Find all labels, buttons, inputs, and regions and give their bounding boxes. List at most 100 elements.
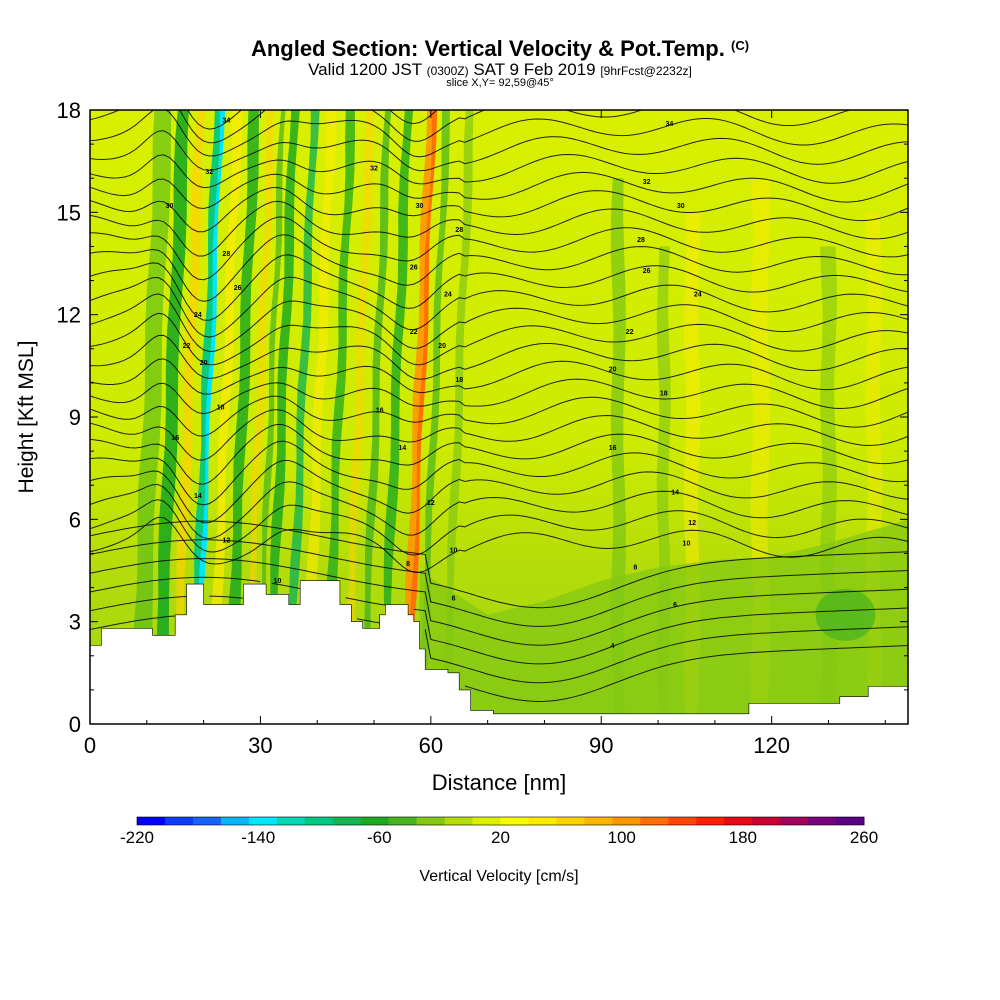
colorbar-swatch [388, 817, 418, 825]
colorbar-swatch [248, 817, 278, 825]
isotherm-label: 8 [406, 561, 410, 568]
isotherm-label: 26 [643, 268, 651, 275]
isotherm-line [90, 499, 908, 556]
isotherm-label: 12 [688, 520, 696, 527]
isotherm-label: 30 [677, 203, 685, 210]
isotherm-label: 20 [438, 343, 446, 350]
isotherm-label: 20 [200, 360, 208, 367]
y-tick-label: 3 [69, 610, 81, 635]
velocity-streak [211, 110, 243, 605]
slice-info: slice X,Y= 92,59@45° [446, 77, 554, 89]
isotherm-label: 22 [410, 329, 418, 336]
isotherm-label: 30 [166, 203, 174, 210]
y-tick-label: 12 [57, 303, 81, 328]
isotherm-label: 32 [643, 179, 651, 186]
colorbar-tick-label: -60 [367, 828, 392, 847]
valid-zulu: (0300Z) [426, 64, 469, 78]
colorbar-swatch [752, 817, 781, 825]
isotherm-label: 10 [274, 578, 282, 585]
colorbar-tick-label: 180 [729, 828, 757, 847]
isotherm-label: 14 [399, 445, 407, 452]
colorbar-swatch [640, 817, 669, 825]
chart-title: Angled Section: Vertical Velocity & Pot.… [0, 36, 1000, 62]
isotherm-label: 26 [234, 285, 242, 292]
colorbar-swatch [360, 817, 390, 825]
title-main: Angled Section: Vertical Velocity & Pot.… [250, 36, 725, 61]
colorbar-swatch [304, 817, 334, 825]
valid-time: Valid 1200 JST [308, 60, 422, 79]
isotherm-label: 16 [171, 435, 179, 442]
y-tick-label: 0 [69, 712, 81, 737]
velocity-streak [289, 110, 320, 605]
y-tick-label: 9 [69, 405, 81, 430]
isotherm-label: 34 [666, 121, 674, 128]
forecast-info: [9hrFcst@2232z] [600, 64, 692, 78]
velocity-streak [419, 110, 450, 670]
isotherm-label: 10 [450, 548, 458, 555]
velocity-streak [409, 110, 438, 622]
colorbar-swatch [276, 817, 306, 825]
isotherm-line [90, 520, 908, 609]
x-tick-label: 60 [419, 733, 443, 758]
isotherm-label: 6 [673, 602, 677, 609]
chart-subtitle: Valid 1200 JST (0300Z) SAT 9 Feb 2019 [9… [0, 60, 1000, 80]
x-axis-label: Distance [nm] [432, 770, 567, 795]
colorbar-swatch [472, 817, 501, 825]
colorbar-tick-label: 260 [850, 828, 878, 847]
valid-date: SAT 9 Feb 2019 [473, 60, 596, 79]
colorbar-label: Vertical Velocity [cm/s] [419, 868, 578, 885]
isotherm-line [90, 615, 908, 703]
isotherm-label: 28 [222, 251, 230, 258]
isotherm-line [90, 576, 908, 665]
colorbar-tick-label: 20 [491, 828, 510, 847]
colorbar-tick-label: 100 [608, 828, 636, 847]
isotherm-label: 14 [671, 490, 679, 497]
isotherm-line [90, 293, 908, 353]
velocity-streak [326, 110, 355, 581]
isotherm-label: 10 [683, 541, 691, 548]
colorbar-swatch [192, 817, 222, 825]
colorbar-swatch [808, 817, 837, 825]
isotherm-line [90, 216, 908, 281]
colorbar-swatch [584, 817, 613, 825]
isotherm-line [90, 395, 908, 437]
isotherm-label: 14 [194, 493, 202, 500]
isotherm-line [90, 595, 908, 684]
velocity-streak [346, 110, 374, 622]
x-tick-label: 30 [248, 733, 272, 758]
downdraft-core [815, 588, 876, 641]
isotherm-label: 4 [611, 643, 615, 650]
colorbar-swatch [528, 817, 557, 825]
colorbar-swatch [668, 817, 697, 825]
isotherm-label: 24 [194, 312, 202, 319]
colorbar-swatch [696, 817, 725, 825]
isotherm-line [90, 558, 908, 646]
velocity-streak [270, 110, 300, 595]
isotherm-label: 24 [444, 292, 452, 299]
colorbar-swatch [416, 817, 446, 825]
velocity-streak [305, 110, 337, 581]
title-unit: (C) [731, 38, 750, 53]
colorbar-swatch [836, 817, 865, 825]
isotherm-line [90, 110, 908, 144]
isotherm-line [90, 358, 908, 395]
velocity-streak [262, 110, 286, 585]
colorbar-swatch [500, 817, 529, 825]
colorbar-frame [136, 816, 865, 826]
y-tick-label: 6 [69, 507, 81, 532]
isotherm-label: 12 [222, 537, 230, 544]
isotherm-line [90, 153, 908, 189]
isotherm-label: 22 [183, 343, 191, 350]
y-axis-label: Height [Kft MSL] [15, 341, 38, 494]
isotherm-line [90, 481, 908, 540]
isotherm-line [90, 130, 908, 172]
isotherm-line [90, 186, 908, 233]
isotherm-line [90, 200, 908, 257]
isotherm-label: 16 [376, 408, 384, 415]
velocity-streak [133, 110, 172, 629]
isotherm-label: 6 [452, 595, 456, 602]
isotherm-label: 34 [222, 118, 230, 125]
isotherm-label: 18 [455, 377, 463, 384]
isotherm-label: 8 [633, 565, 637, 572]
